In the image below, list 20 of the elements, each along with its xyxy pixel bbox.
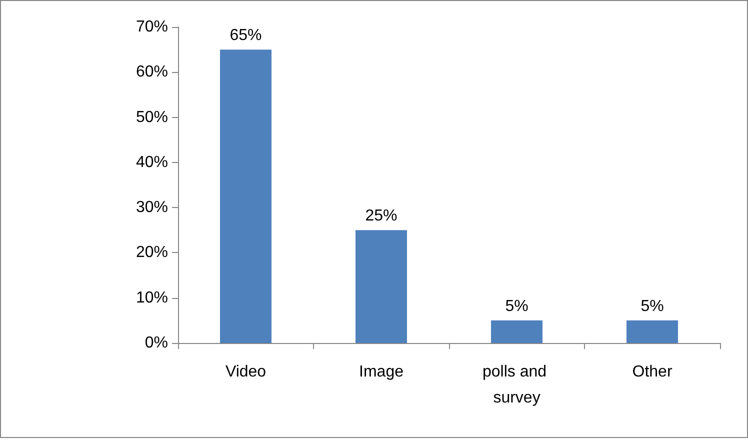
bar (220, 50, 272, 343)
y-tick-label: 30% (136, 199, 168, 216)
data-label: 5% (505, 298, 528, 315)
y-tick-label: 60% (136, 64, 168, 81)
bar (491, 320, 542, 343)
x-tick-label: Image (359, 364, 404, 380)
y-tick-label: 40% (136, 154, 168, 171)
data-label: 5% (640, 298, 664, 315)
y-tick-label: 50% (136, 108, 168, 126)
x-tick-label: Other (632, 364, 673, 380)
y-tick-label: 0% (144, 334, 168, 352)
data-label: 65% (230, 27, 262, 44)
x-tick-label: polls and survey (482, 364, 551, 406)
x-tick-label: Video (225, 364, 266, 380)
data-label: 25% (365, 208, 398, 225)
bar (356, 230, 407, 343)
bar (626, 320, 678, 343)
y-tick-label: 10% (136, 289, 168, 306)
y-tick-label: 70% (136, 18, 168, 36)
y-tick-label: 20% (136, 244, 168, 262)
